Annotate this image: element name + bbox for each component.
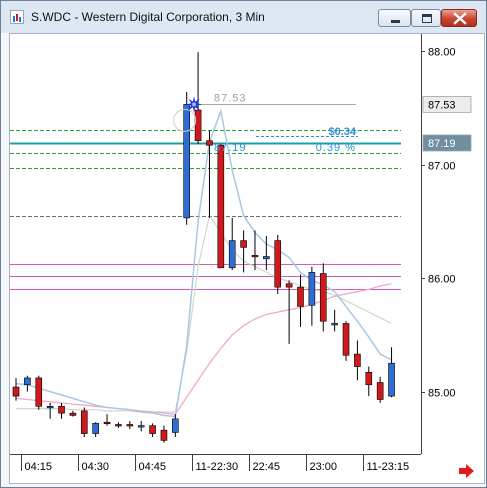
star-marker-center: [192, 102, 197, 107]
maximize-icon: [422, 14, 432, 23]
chart-area[interactable]: 87.53 87.19 $0.34 0.39 % 88.00 87.00 86.00 85.…: [9, 33, 485, 484]
candle-body-29: [342, 323, 350, 356]
candle-body-1: [24, 377, 31, 386]
candle-body-25: [297, 286, 304, 307]
candle-body-27: [319, 273, 327, 322]
pl-amount-text: $0.34: [328, 126, 356, 138]
x-tick-label-5: 23:00: [310, 461, 338, 473]
candles: [12, 52, 395, 443]
x-tick-label-3: 11-22:30: [196, 461, 239, 473]
minimize-icon: [391, 20, 400, 23]
window-title: S.WDC - Western Digital Corporation, 3 M…: [31, 10, 265, 24]
pl-percent-text: 0.39 %: [316, 142, 356, 154]
candle-body-20: [240, 240, 247, 248]
price-chart[interactable]: 87.53 87.19 $0.34 0.39 % 88.00 87.00 86.00 85.…: [10, 34, 484, 483]
candle-body-17: [206, 140, 213, 146]
candle-body-10: [126, 424, 134, 427]
ma-slow-line: [15, 283, 392, 415]
candle-body-4: [58, 406, 65, 414]
ref-price-badge-text: 87.19: [428, 138, 456, 150]
candle-body-30: [354, 353, 361, 367]
x-tick-label-4: 22:45: [253, 461, 281, 473]
candle-body-22: [263, 256, 270, 260]
chart-app-icon[interactable]: [10, 10, 24, 24]
title-bar[interactable]: S.WDC - Western Digital Corporation, 3 M…: [1, 1, 486, 33]
candle-body-16: [194, 109, 202, 142]
chart-annotations: 87.53 87.19 $0.34 0.39 %: [173, 92, 358, 154]
candle-body-18: [217, 144, 225, 269]
entry-price-text: 87.19: [214, 142, 247, 154]
candle-body-11: [137, 425, 145, 428]
candle-body-12: [149, 425, 156, 434]
horizontal-levels: [10, 130, 401, 290]
candle-body-23: [274, 240, 282, 288]
y-tick-label-3: 85.00: [428, 388, 456, 400]
candle-body-6: [80, 410, 88, 434]
x-tick-label-6: 11-23:15: [367, 461, 410, 473]
candle-body-21: [251, 255, 259, 258]
minimize-button[interactable]: [378, 9, 411, 27]
candle-body-15: [183, 104, 190, 219]
ma-fast-line: [15, 108, 392, 418]
candle-body-28: [331, 323, 338, 326]
candle-body-5: [69, 412, 77, 416]
candle-body-14: [172, 418, 179, 433]
last-price-badge-text: 87.53: [428, 99, 456, 111]
y-tick-label-1: 87.00: [428, 161, 456, 173]
candle-body-9: [115, 424, 122, 427]
candle-body-0: [12, 386, 20, 397]
candle-body-31: [365, 371, 373, 386]
x-tick-label-0: 04:15: [25, 461, 53, 473]
maximize-button[interactable]: [411, 9, 441, 27]
candle-body-8: [103, 421, 111, 425]
candle-body-3: [46, 406, 54, 409]
ref-price-badge-box: [422, 134, 472, 152]
time-axis[interactable]: 04:15 04:30 04:45 11-22:30 22:45 23:00 11-23:1…: [21, 454, 410, 473]
x-tick-label-1: 04:30: [82, 461, 110, 473]
candle-body-26: [308, 272, 316, 306]
scroll-right-arrow[interactable]: [459, 464, 474, 478]
candle-body-33: [388, 362, 395, 397]
last-price-text: 87.53: [214, 92, 247, 104]
x-tick-label-2: 04:45: [139, 461, 167, 473]
moving-averages: [15, 108, 392, 418]
candle-body-13: [160, 429, 168, 441]
y-tick-label-0: 88.00: [428, 47, 456, 59]
candle-body-7: [92, 423, 99, 434]
close-button[interactable]: [441, 9, 477, 27]
arrow-right-icon: [459, 464, 474, 478]
entry-ring: [173, 108, 197, 132]
close-icon: [453, 12, 467, 25]
candle-body-2: [35, 377, 43, 407]
candle-body-32: [376, 382, 384, 400]
candle-body-19: [228, 240, 236, 269]
price-axis[interactable]: 88.00 87.00 86.00 85.00 87.53 87.19: [421, 47, 472, 400]
candle-body-24: [285, 283, 293, 288]
last-price-badge-box: [422, 95, 472, 113]
y-tick-label-2: 86.00: [428, 274, 456, 286]
ma-gray-line: [16, 214, 392, 413]
